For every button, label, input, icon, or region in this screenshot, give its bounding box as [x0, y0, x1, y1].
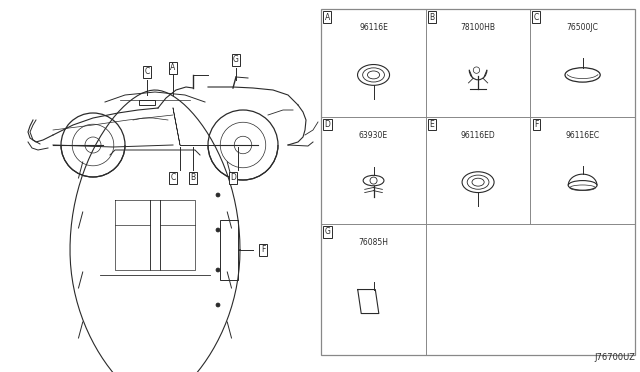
Text: F: F — [261, 246, 265, 254]
Text: 63930E: 63930E — [359, 131, 388, 140]
Text: D: D — [324, 120, 330, 129]
Text: 76500JC: 76500JC — [566, 23, 598, 32]
Text: 76085H: 76085H — [358, 238, 388, 247]
Bar — [321, 9, 635, 355]
Text: 96116ED: 96116ED — [461, 131, 495, 140]
Text: C: C — [170, 173, 175, 183]
Text: G: G — [233, 55, 239, 64]
Text: G: G — [324, 227, 330, 236]
Circle shape — [216, 228, 220, 232]
Text: D: D — [230, 173, 236, 183]
Bar — [139, 100, 155, 105]
Bar — [220, 220, 238, 280]
Text: J76700UZ: J76700UZ — [594, 353, 635, 362]
Text: A: A — [324, 13, 330, 22]
Text: 96116E: 96116E — [359, 23, 388, 32]
Text: E: E — [429, 120, 434, 129]
Text: B: B — [429, 13, 435, 22]
Text: C: C — [145, 67, 150, 77]
Circle shape — [216, 303, 220, 307]
Text: 96116EC: 96116EC — [566, 131, 600, 140]
Text: C: C — [534, 13, 539, 22]
Circle shape — [216, 268, 220, 272]
Text: F: F — [534, 120, 538, 129]
Circle shape — [216, 193, 220, 197]
Text: A: A — [170, 64, 175, 73]
Text: B: B — [191, 173, 196, 183]
Text: 78100HB: 78100HB — [461, 23, 495, 32]
